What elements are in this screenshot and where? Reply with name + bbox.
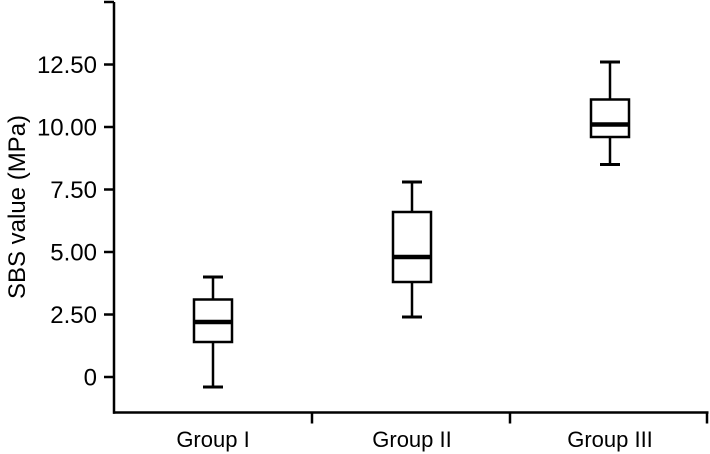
y-axis-tick-label: 2.50 [50,302,97,329]
y-axis-tick-label: 5.00 [50,239,97,266]
category-label: Group II [372,427,451,452]
y-axis-tick-label: 0 [84,364,97,391]
category-label: Group I [176,427,249,452]
iqr-box [589,98,631,139]
y-axis-title: SBS value (MPa) [4,115,31,299]
y-axis-tick-label: 7.50 [50,177,97,204]
iqr-box [391,210,433,284]
category-label: Group III [567,427,653,452]
y-axis-tick-label: 10.00 [37,114,97,141]
y-axis-tick-label: 12.50 [37,52,97,79]
